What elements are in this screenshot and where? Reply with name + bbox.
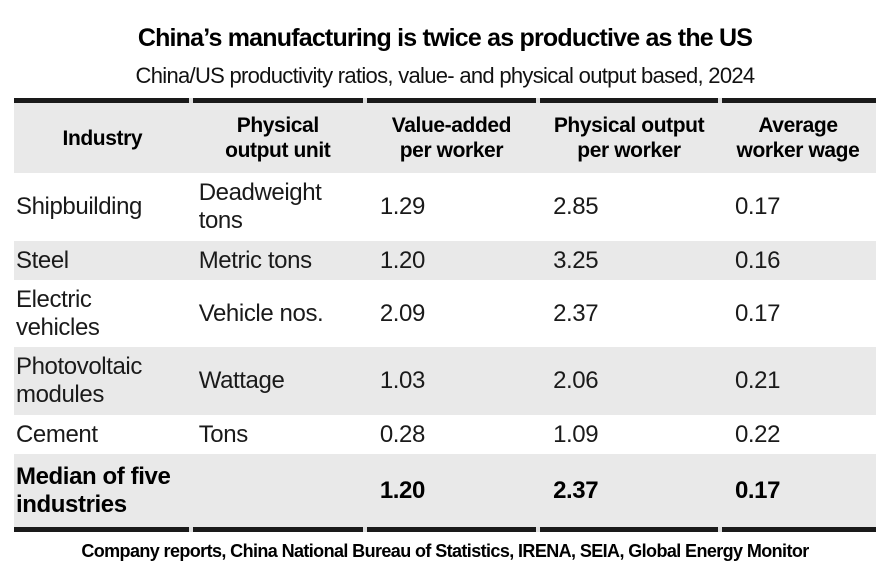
unit-cell: Vehicle nos.	[198, 299, 324, 327]
physical-output-cell: 1.09	[553, 420, 599, 448]
table-container: Industry Physical output unit Value-adde…	[14, 98, 876, 533]
physical-output-cell: 2.85	[553, 193, 599, 221]
unit-cell	[190, 454, 365, 533]
physical-output-cell: 2.06	[538, 347, 720, 415]
rule-gap-marker	[363, 527, 367, 533]
wage-cell: 0.16	[719, 240, 876, 281]
value-added-cell: 1.03	[364, 347, 539, 415]
wage-cell: 0.17	[719, 454, 876, 533]
industry-cell: Shipbuilding	[16, 193, 142, 221]
productivity-table: Industry Physical output unit Value-adde…	[14, 98, 876, 533]
physical-output-cell: 2.37	[538, 454, 720, 533]
industry-cell: Cement	[16, 420, 98, 448]
industry-cell: Electric vehicles	[16, 286, 100, 341]
rule-gap-marker	[536, 527, 540, 533]
rule-gap-marker	[363, 98, 367, 103]
value-added-cell: 0.28	[379, 420, 426, 448]
physical-output-cell: 2.37	[553, 299, 599, 327]
wage-cell: 0.21	[719, 347, 876, 415]
unit-cell: Tons	[198, 420, 249, 448]
col-header-physical-output-per-worker: Physical output per worker	[538, 98, 720, 174]
industry-cell: Photovoltaic modules	[14, 347, 191, 415]
value-added-cell: 2.09	[379, 299, 426, 327]
col-header-value-added-per-worker: Value-added per worker	[364, 98, 539, 174]
table-row-steel: Steel Metric tons 1.20 3.25 0.16	[14, 240, 876, 281]
chart-subtitle: China/US productivity ratios, value- and…	[135, 63, 756, 88]
unit-cell: Metric tons	[190, 240, 365, 281]
table-row-cement: Cement Tons 0.28 1.09 0.22	[14, 415, 876, 455]
wage-cell: 0.22	[734, 420, 781, 448]
value-added-cell: 1.20	[364, 240, 539, 281]
rule-gap-marker	[536, 98, 540, 103]
col-header-industry: Industry	[14, 98, 191, 174]
source-line: Company reports, China National Bureau o…	[81, 541, 809, 562]
table-row-photovoltaic-modules: Photovoltaic modules Wattage 1.03 2.06 0…	[14, 347, 876, 415]
wage-cell: 0.17	[734, 193, 781, 221]
industry-cell: Median of five industries	[14, 454, 191, 533]
rule-gap-marker	[717, 527, 722, 533]
rule-gap-marker	[188, 98, 193, 103]
wage-cell: 0.17	[734, 299, 781, 327]
col-header-average-worker-wage: Average worker wage	[719, 98, 876, 174]
value-added-cell: 1.29	[379, 193, 426, 221]
unit-cell: Wattage	[190, 347, 365, 415]
table-row-shipbuilding: Shipbuilding Deadweight tons 1.29 2.85 0…	[14, 173, 876, 240]
unit-cell: Deadweight tons	[198, 179, 322, 234]
table-row-median: Median of five industries 1.20 2.37 0.17	[14, 454, 876, 533]
industry-cell: Steel	[14, 240, 191, 281]
rule-gap-marker	[717, 98, 722, 103]
header-row: Industry Physical output unit Value-adde…	[14, 98, 876, 174]
physical-output-cell: 3.25	[538, 240, 720, 281]
value-added-cell: 1.20	[364, 454, 539, 533]
col-header-physical-output-unit: Physical output unit	[190, 98, 365, 174]
chart-title: China’s manufacturing is twice as produc…	[137, 24, 753, 52]
rule-gap-marker	[188, 527, 193, 533]
table-row-electric-vehicles: Electric vehicles Vehicle nos. 2.09 2.37…	[14, 280, 876, 347]
